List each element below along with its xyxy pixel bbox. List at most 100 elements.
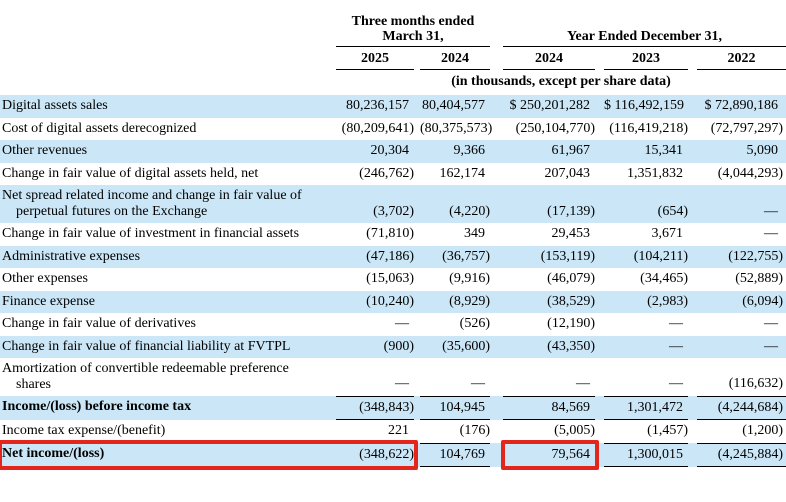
value-text: — bbox=[764, 316, 779, 331]
cell-value: 9,366 bbox=[420, 140, 490, 163]
cell-value: (38,529) bbox=[503, 290, 595, 313]
value-text: (654) bbox=[657, 203, 688, 219]
column-spacer bbox=[490, 443, 503, 467]
row-label-cell: Administrative expenses bbox=[0, 245, 336, 268]
cell-value: (80,375,573) bbox=[420, 118, 492, 141]
column-spacer bbox=[595, 118, 604, 141]
column-spacer bbox=[595, 268, 604, 291]
column-spacer bbox=[595, 313, 604, 336]
year-header-2025: 2025 bbox=[336, 46, 414, 70]
column-spacer bbox=[595, 420, 604, 444]
row-label: Change in fair value of digital assets h… bbox=[2, 165, 259, 181]
cell-value: (2,983) bbox=[604, 290, 688, 313]
row-label: Net income/(loss) bbox=[2, 446, 105, 461]
cell-value: (4,244,684) bbox=[697, 396, 786, 420]
cell-value: — bbox=[604, 313, 688, 336]
cell-value: (4,220) bbox=[420, 185, 490, 223]
row-label: Change in fair value of investment in fi… bbox=[2, 226, 300, 241]
value-text: 1,300,015 bbox=[627, 446, 683, 462]
cell-value: (348,843) bbox=[336, 396, 414, 420]
income-statement-table: Three months ended March 31, Year Ended … bbox=[0, 0, 786, 467]
cell-value: 80,236,157 bbox=[336, 95, 414, 118]
column-spacer bbox=[414, 245, 420, 268]
column-spacer bbox=[490, 290, 503, 313]
cell-value: 5,090 bbox=[697, 140, 786, 163]
row-label-cell: Cost of digital assets derecognized bbox=[0, 118, 336, 141]
cell-value: (250,104,770) bbox=[503, 118, 595, 141]
table-row: Net spread related income and change in … bbox=[0, 185, 786, 223]
cell-value: (116,632) bbox=[697, 358, 786, 397]
cell-value: 84,569 bbox=[503, 396, 595, 420]
table-row: Change in fair value of financial liabil… bbox=[0, 335, 786, 358]
cell-value: — bbox=[604, 358, 688, 397]
cell-value: 1,300,015 bbox=[604, 443, 688, 467]
column-spacer bbox=[414, 185, 420, 223]
cell-value: 80,404,577 bbox=[420, 95, 490, 118]
cell-value: (43,350) bbox=[503, 335, 595, 358]
value-text: (36,757) bbox=[442, 248, 490, 264]
units-note-row: (in thousands, except per share data) bbox=[0, 69, 786, 95]
column-spacer bbox=[414, 335, 420, 358]
value-text: 80,236,157 bbox=[346, 98, 409, 113]
cell-value: (104,211) bbox=[604, 245, 688, 268]
row-label: Income tax expense/(benefit) bbox=[2, 422, 166, 438]
value-text: (4,244,684) bbox=[717, 399, 784, 415]
value-text: (43,350) bbox=[547, 338, 595, 354]
value-text: 162,174 bbox=[439, 165, 486, 181]
cell-value: (4,044,293) bbox=[697, 163, 786, 186]
cell-value: — bbox=[697, 335, 786, 358]
value-text: (46,079) bbox=[547, 271, 595, 286]
cell-value: $ 250,201,282 bbox=[503, 95, 595, 118]
value-text: — bbox=[471, 376, 485, 391]
table-row: Income tax expense/(benefit) 221 (176) (5,0… bbox=[0, 419, 786, 444]
cell-value: (36,757) bbox=[420, 245, 490, 268]
column-spacer bbox=[490, 185, 503, 223]
column-spacer bbox=[688, 313, 697, 336]
value-text: (6,094) bbox=[742, 293, 784, 309]
cell-value: (116,419,218) bbox=[604, 118, 688, 141]
column-spacer bbox=[490, 335, 503, 358]
cell-value: — bbox=[697, 313, 786, 336]
empty-corner-cell bbox=[0, 0, 336, 47]
value-text: $ 72,890,186 bbox=[704, 98, 779, 113]
value-text: (1,457) bbox=[647, 423, 688, 438]
cell-value: (6,094) bbox=[697, 290, 786, 313]
table-row: Change in fair value of digital assets h… bbox=[0, 163, 786, 186]
cell-value: (35,600) bbox=[420, 335, 490, 358]
cell-value: (10,240) bbox=[336, 290, 414, 313]
value-text: (246,762) bbox=[359, 165, 414, 181]
group-header-line2: March 31, bbox=[382, 29, 444, 44]
cell-value: 3,671 bbox=[604, 223, 688, 246]
year-header-2022: 2022 bbox=[697, 46, 786, 70]
cell-value: — bbox=[604, 335, 688, 358]
cell-value: (52,889) bbox=[697, 268, 786, 291]
column-spacer bbox=[595, 163, 604, 186]
value-text: (526) bbox=[459, 316, 490, 331]
group-header-line1: Three months ended bbox=[351, 14, 475, 29]
column-spacer bbox=[595, 140, 604, 163]
cell-value: 207,043 bbox=[503, 163, 595, 186]
row-label-cell: Change in fair value of derivatives bbox=[0, 313, 336, 336]
year-header-2024-q1: 2024 bbox=[420, 46, 490, 70]
column-spacer bbox=[595, 396, 604, 420]
cell-value: (72,797,297) bbox=[697, 118, 786, 141]
value-text: (250,104,770) bbox=[515, 120, 595, 136]
row-label-cell: Change in fair value of investment in fi… bbox=[0, 223, 336, 246]
column-spacer bbox=[688, 290, 697, 313]
value-text: $ 116,492,159 bbox=[604, 98, 684, 113]
value-text: (104,211) bbox=[633, 248, 688, 264]
cell-value: (34,465) bbox=[604, 268, 688, 291]
value-text: 207,043 bbox=[544, 165, 591, 181]
column-spacer bbox=[414, 290, 420, 313]
value-text: (12,190) bbox=[547, 316, 595, 331]
value-text: (1,200) bbox=[742, 423, 784, 438]
row-label-cell: Other revenues bbox=[0, 140, 336, 163]
column-spacer bbox=[688, 118, 697, 141]
table-row: Finance expense (10,240) (8,929) (38,529) (2… bbox=[0, 290, 786, 313]
year-header-2023: 2023 bbox=[604, 46, 688, 70]
column-spacer bbox=[595, 185, 604, 223]
cell-value: $ 116,492,159 bbox=[604, 95, 688, 118]
column-spacer bbox=[490, 268, 503, 291]
column-spacer bbox=[490, 313, 503, 336]
